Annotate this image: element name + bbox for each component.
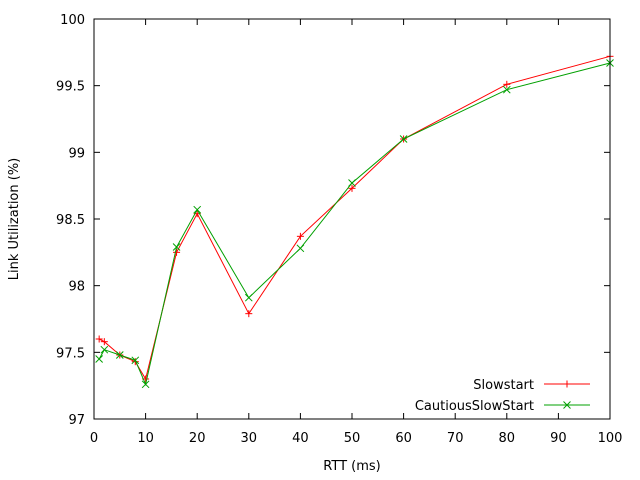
- data-point: [95, 355, 104, 363]
- series-cautiousslowstart: [95, 59, 614, 389]
- y-tick-label: 98: [68, 280, 85, 295]
- y-tick-label: 99.5: [56, 80, 85, 95]
- x-tick-label: 10: [137, 431, 154, 446]
- data-point: [131, 358, 139, 366]
- x-tick-label: 90: [550, 431, 567, 446]
- series-slowstart: [95, 52, 614, 383]
- x-axis-ticks: 0 10 20 30 40 50 60 70 80 90 100: [90, 19, 623, 446]
- x-tick-label: 0: [90, 431, 98, 446]
- legend-swatch-marker: [563, 401, 571, 409]
- x-tick-label: 50: [344, 431, 361, 446]
- plot-frame: [93, 18, 611, 420]
- legend: Slowstart CautiousSlowStart: [415, 378, 590, 414]
- legend-label: CautiousSlowStart: [415, 399, 534, 414]
- legend-swatch-marker: [563, 380, 571, 388]
- y-tick-label: 97: [68, 413, 85, 428]
- y-tick-label: 97.5: [56, 346, 85, 361]
- data-point: [245, 310, 253, 318]
- y-tick-label: 98.5: [56, 213, 85, 228]
- data-point: [502, 85, 511, 94]
- series-layer: [95, 52, 614, 389]
- data-point: [131, 356, 140, 365]
- x-tick-label: 30: [241, 431, 258, 446]
- y-tick-label: 100: [60, 13, 85, 28]
- data-point: [296, 232, 304, 240]
- data-point: [100, 338, 108, 346]
- series-line: [98, 62, 611, 386]
- legend-label: Slowstart: [473, 378, 534, 393]
- x-tick-label: 100: [598, 431, 623, 446]
- data-point: [173, 248, 181, 256]
- data-point: [348, 184, 356, 192]
- data-point: [172, 243, 181, 251]
- x-tick-label: 40: [292, 431, 309, 446]
- data-point: [348, 179, 356, 187]
- data-point: [244, 293, 253, 302]
- data-point: [141, 380, 150, 389]
- data-point: [503, 80, 511, 88]
- y-tick-label: 99: [68, 146, 85, 161]
- y-axis-ticks: 97 97.5 98 98.5 99 99.5 100: [56, 13, 610, 428]
- y-axis-label: Link Utilization (%): [7, 158, 22, 281]
- x-axis-label: RTT (ms): [323, 459, 380, 474]
- x-tick-label: 20: [189, 431, 206, 446]
- x-tick-label: 60: [395, 431, 412, 446]
- data-point: [95, 335, 103, 343]
- data-point: [296, 244, 305, 253]
- data-point: [100, 345, 109, 354]
- data-point: [399, 135, 408, 143]
- data-point: [115, 351, 124, 359]
- data-point: [193, 205, 202, 214]
- series-line: [98, 55, 611, 381]
- x-tick-label: 70: [447, 431, 464, 446]
- x-tick-label: 80: [499, 431, 516, 446]
